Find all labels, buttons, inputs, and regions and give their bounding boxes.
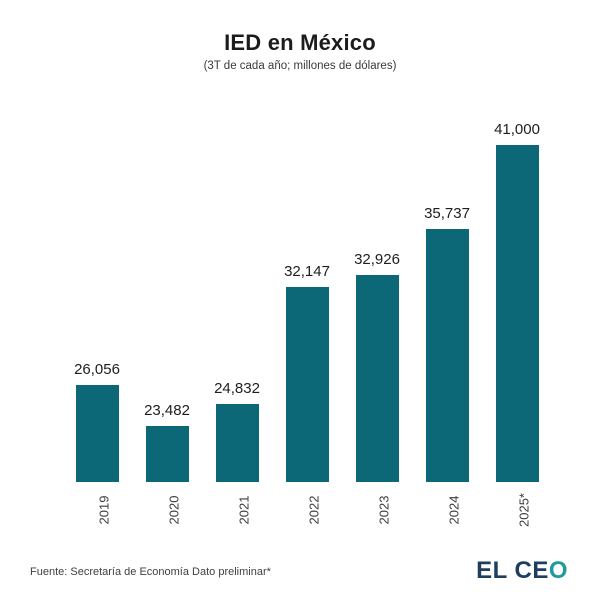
- bars-row: 26,056 23,482 24,832 32,147 32,926 35,737 41,0…: [0, 107, 600, 482]
- x-axis-label: 2020: [166, 495, 182, 524]
- bar-group-2025*: 41,000: [494, 121, 540, 482]
- bar-group-2020: 23,482: [144, 402, 190, 482]
- bar-value-label: 23,482: [144, 402, 190, 419]
- bar-group-2023: 32,926: [354, 251, 400, 482]
- x-axis-label-cell: 2022: [293, 487, 336, 532]
- x-axis-label-cell: 2021: [223, 487, 266, 532]
- plot-area: 26,056 23,482 24,832 32,147 32,926 35,737 41,0…: [0, 107, 600, 482]
- x-axis-label: 2023: [376, 495, 392, 524]
- bar-value-label: 35,737: [424, 205, 470, 222]
- bar-value-label: 26,056: [74, 361, 120, 378]
- bar-group-2024: 35,737: [424, 205, 470, 482]
- bar-2019: [75, 385, 119, 482]
- x-axis-label: 2025*: [516, 492, 532, 527]
- logo-text-primary: EL CE: [476, 557, 549, 584]
- bar-group-2019: 26,056: [74, 361, 120, 482]
- x-axis-label-cell: 2019: [83, 487, 126, 532]
- bar-group-2022: 32,147: [284, 263, 330, 482]
- x-axis-label-cell: 2024: [433, 487, 476, 532]
- bar-2022: [285, 287, 329, 482]
- x-axis-label: 2019: [96, 495, 112, 524]
- el-ceo-logo: EL CEO: [476, 557, 568, 585]
- bar-2021: [215, 404, 259, 482]
- x-axis-label: 2022: [306, 495, 322, 524]
- x-axis-label-cell: 2025*: [503, 487, 546, 532]
- x-axis-label: 2021: [236, 495, 252, 524]
- logo-text-accent: O: [548, 557, 568, 584]
- bar-2020: [145, 426, 189, 482]
- chart-title: IED en México: [224, 30, 376, 55]
- bar-value-label: 24,832: [214, 380, 260, 397]
- bar-2024: [425, 229, 469, 482]
- bar-value-label: 32,147: [284, 263, 330, 280]
- x-axis-label: 2024: [446, 495, 462, 524]
- chart-subtitle: (3T de cada año; millones de dólares): [203, 60, 397, 72]
- x-axis: 2019 2020 2021 2022 2023 2024 2025*: [0, 487, 600, 532]
- x-axis-label-cell: 2020: [153, 487, 196, 532]
- x-axis-label-cell: 2023: [363, 487, 406, 532]
- bar-group-2021: 24,832: [214, 380, 260, 482]
- bar-2023: [355, 275, 399, 482]
- bar-value-label: 41,000: [494, 121, 540, 138]
- bar-value-label: 32,926: [354, 251, 400, 268]
- source-note: Fuente: Secretaría de Economía Dato prel…: [30, 566, 271, 578]
- bar-2025*: [495, 145, 539, 482]
